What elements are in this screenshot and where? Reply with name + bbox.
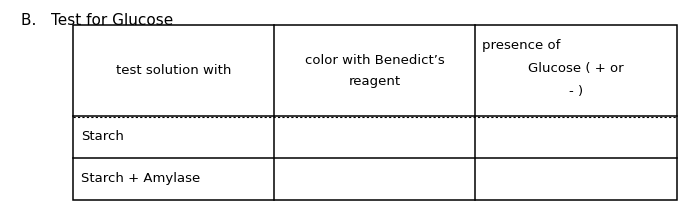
Text: reagent: reagent <box>348 75 400 88</box>
Text: Glucose ( + or: Glucose ( + or <box>528 62 624 75</box>
Text: Starch + Amylase: Starch + Amylase <box>81 172 201 185</box>
Text: B.   Test for Glucose: B. Test for Glucose <box>21 13 173 28</box>
Text: - ): - ) <box>569 85 583 98</box>
Bar <box>73 25 677 199</box>
Text: presence of: presence of <box>482 39 560 52</box>
Text: test solution with: test solution with <box>116 64 231 77</box>
Text: color with Benedict’s: color with Benedict’s <box>305 54 444 67</box>
Text: Starch: Starch <box>81 130 124 143</box>
